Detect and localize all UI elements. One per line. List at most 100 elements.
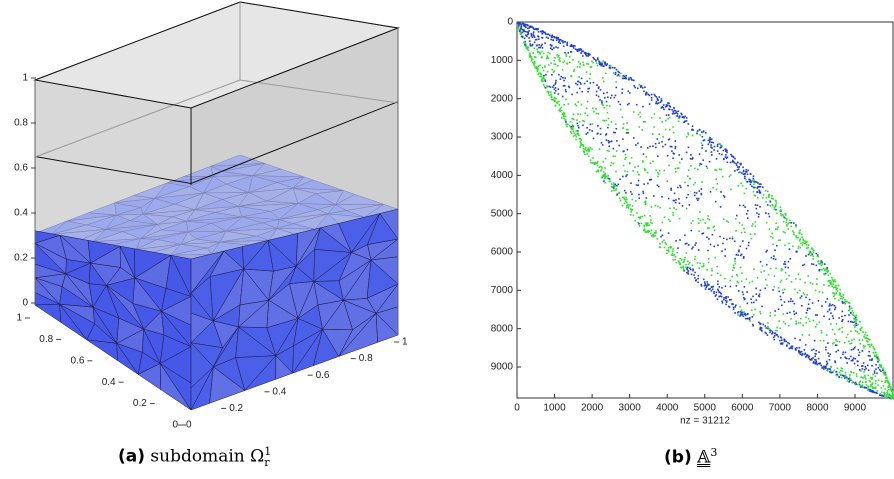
nonzero bbox=[685, 207, 688, 210]
nonzero bbox=[711, 267, 713, 270]
tick-label: 1 bbox=[16, 313, 22, 324]
nonzero bbox=[756, 196, 759, 199]
nonzero bbox=[678, 116, 681, 118]
nonzero bbox=[885, 394, 888, 396]
nonzero bbox=[669, 145, 672, 148]
nonzero bbox=[673, 199, 676, 202]
nonzero bbox=[579, 140, 581, 143]
nonzero bbox=[803, 263, 806, 266]
nonzero bbox=[597, 125, 599, 127]
nonzero bbox=[754, 181, 757, 183]
nonzero bbox=[602, 174, 604, 176]
nonzero bbox=[730, 298, 732, 301]
nonzero bbox=[838, 299, 840, 302]
nonzero bbox=[816, 254, 819, 257]
nonzero bbox=[606, 149, 609, 152]
nonzero bbox=[623, 75, 626, 78]
nonzero bbox=[681, 116, 684, 119]
nonzero bbox=[814, 314, 817, 316]
nonzero bbox=[748, 178, 751, 181]
nonzero bbox=[578, 49, 581, 52]
nonzero bbox=[739, 266, 742, 269]
nonzero bbox=[885, 396, 887, 398]
nonzero bbox=[615, 86, 618, 89]
nonzero bbox=[552, 39, 554, 42]
tick-label: 1 bbox=[402, 337, 408, 348]
nonzero bbox=[834, 306, 837, 309]
nonzero bbox=[603, 171, 605, 173]
nonzero bbox=[780, 214, 782, 217]
nonzero bbox=[604, 97, 606, 99]
x-tick-label: 1000 bbox=[543, 403, 566, 414]
nonzero bbox=[855, 316, 857, 319]
nonzero bbox=[680, 266, 683, 269]
nonzero bbox=[735, 254, 738, 256]
nonzero bbox=[647, 231, 650, 234]
nonzero bbox=[539, 72, 542, 74]
nonzero bbox=[656, 99, 659, 101]
nonzero bbox=[606, 91, 608, 94]
nonzero bbox=[795, 235, 798, 237]
nonzero bbox=[738, 171, 741, 174]
nonzero bbox=[864, 334, 866, 336]
nonzero bbox=[771, 331, 774, 334]
nonzero bbox=[716, 265, 718, 268]
nonzero bbox=[795, 224, 797, 226]
nonzero bbox=[771, 197, 773, 200]
nonzero bbox=[613, 185, 615, 188]
nonzero bbox=[754, 308, 756, 311]
nonzero bbox=[563, 115, 566, 118]
nonzero bbox=[780, 279, 783, 282]
nonzero bbox=[811, 248, 814, 250]
nonzero bbox=[826, 310, 829, 313]
nonzero bbox=[587, 55, 589, 57]
nonzero bbox=[867, 343, 869, 346]
nonzero bbox=[802, 239, 805, 242]
nonzero bbox=[873, 370, 876, 372]
nonzero bbox=[638, 126, 641, 128]
nonzero bbox=[740, 253, 743, 256]
nonzero bbox=[817, 362, 820, 365]
nonzero bbox=[527, 31, 530, 34]
nonzero bbox=[587, 52, 589, 55]
nonzero bbox=[768, 195, 770, 197]
nonzero bbox=[884, 381, 886, 384]
nonzero bbox=[741, 272, 743, 274]
nonzero bbox=[744, 312, 746, 315]
nonzero bbox=[766, 249, 768, 252]
nonzero bbox=[631, 205, 634, 207]
nonzero bbox=[654, 234, 657, 237]
nonzero bbox=[859, 342, 862, 345]
nonzero bbox=[560, 117, 563, 119]
nonzero bbox=[698, 190, 701, 192]
nonzero bbox=[713, 229, 716, 232]
nonzero bbox=[835, 291, 838, 294]
nonzero bbox=[787, 341, 789, 344]
nonzero bbox=[633, 85, 636, 87]
nonzero bbox=[875, 391, 878, 394]
nonzero bbox=[561, 69, 564, 71]
nonzero bbox=[748, 180, 751, 183]
tick-label: 0.6 bbox=[70, 355, 84, 366]
nonzero bbox=[554, 36, 556, 39]
nonzero bbox=[635, 200, 637, 202]
caption-label: (a) bbox=[118, 446, 146, 467]
nonzero bbox=[741, 291, 744, 293]
nonzero bbox=[640, 85, 643, 87]
nonzero bbox=[725, 157, 728, 160]
nonzero bbox=[756, 186, 759, 188]
nonzero bbox=[543, 79, 546, 81]
nonzero bbox=[692, 129, 695, 131]
nonzero bbox=[882, 384, 885, 387]
nonzero bbox=[531, 58, 534, 61]
nonzero bbox=[784, 217, 787, 220]
nonzero bbox=[622, 77, 625, 80]
nonzero bbox=[592, 81, 595, 84]
nonzero bbox=[877, 379, 880, 382]
nonzero bbox=[823, 366, 826, 369]
x-tick-label: 3000 bbox=[619, 403, 642, 414]
nonzero bbox=[554, 63, 557, 66]
nonzero bbox=[755, 207, 758, 210]
nonzero bbox=[595, 60, 597, 62]
